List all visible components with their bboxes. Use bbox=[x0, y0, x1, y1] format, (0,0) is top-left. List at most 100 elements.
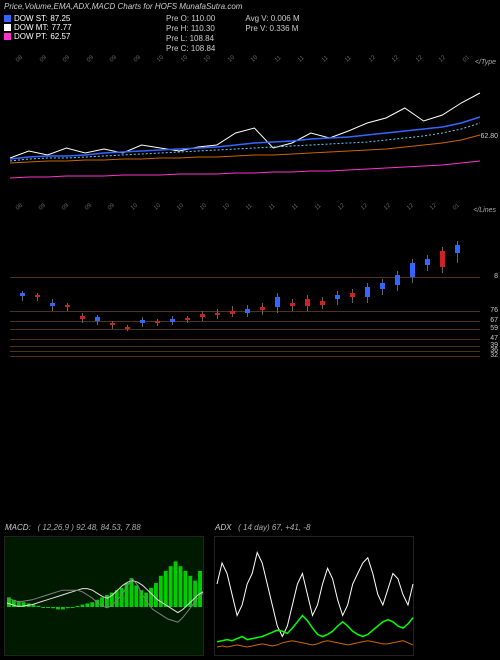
x-tick: 11 bbox=[291, 203, 300, 212]
legend-dow-pt: DOW PT: 62.57 bbox=[4, 32, 154, 41]
x-tick: 12 bbox=[383, 203, 392, 212]
info-columns: Pre O: 110.00Pre H: 110.30Pre L: 108.84P… bbox=[166, 14, 300, 54]
legend-dow-mt: DOW MT: 77.77 bbox=[4, 23, 154, 32]
legend-value: 62.57 bbox=[50, 32, 70, 41]
y-label: 8 bbox=[494, 273, 498, 280]
legend-label: DOW ST: bbox=[14, 14, 47, 23]
adx-title: ADX ( 14 day) 67, +41, -8 bbox=[215, 523, 310, 532]
info-row: Pre V: 0.336 M bbox=[245, 24, 299, 34]
candle-body bbox=[20, 293, 25, 296]
macd-svg bbox=[5, 537, 205, 657]
candle-body bbox=[275, 297, 280, 307]
x-tick: 09 bbox=[107, 203, 116, 212]
x-tick: 12 bbox=[360, 203, 369, 212]
y-label: 76 bbox=[490, 307, 498, 314]
x-tick: 12 bbox=[337, 203, 346, 212]
info-row: Pre O: 110.00 bbox=[166, 14, 215, 24]
candle-body bbox=[320, 301, 325, 305]
x-tick: 09 bbox=[86, 55, 95, 64]
x-tick: 09 bbox=[61, 203, 70, 212]
x-tick: 10 bbox=[199, 203, 208, 212]
x-tick: 11 bbox=[274, 55, 283, 64]
x-tick: 11 bbox=[245, 203, 254, 212]
x-tick: 12 bbox=[429, 203, 438, 212]
legend-swatch bbox=[4, 33, 11, 40]
candle-body bbox=[80, 316, 85, 319]
x-tick: 10 bbox=[180, 55, 189, 64]
x-tick: 10 bbox=[222, 203, 231, 212]
x-tick: 08 bbox=[15, 203, 24, 212]
legend-value: 77.77 bbox=[52, 23, 72, 32]
x-tick: 12 bbox=[391, 55, 400, 64]
candle-body bbox=[50, 303, 55, 306]
x-tick: 01 bbox=[462, 55, 471, 64]
candle-body bbox=[305, 299, 310, 306]
candle-body bbox=[350, 293, 355, 297]
candle-body bbox=[365, 287, 370, 297]
gridline bbox=[10, 277, 480, 278]
candle-body bbox=[245, 309, 250, 313]
x-tick: 08 bbox=[15, 55, 24, 64]
chart-title: Price,Volume,EMA,ADX,MACD Charts for HOF… bbox=[0, 0, 500, 13]
x-tick: 09 bbox=[109, 55, 118, 64]
info-row: Pre C: 108.84 bbox=[166, 44, 215, 54]
candle-body bbox=[335, 295, 340, 299]
ema-lines-svg bbox=[0, 73, 500, 203]
candle-body bbox=[65, 305, 70, 307]
y-label: 59 bbox=[490, 325, 498, 332]
axis-title-type: </Type bbox=[475, 59, 496, 66]
candle-body bbox=[35, 295, 40, 297]
gridline bbox=[10, 346, 480, 347]
info-row: Pre L: 108.84 bbox=[166, 34, 215, 44]
candle-body bbox=[425, 259, 430, 265]
y-label: 67 bbox=[490, 317, 498, 324]
legend-swatch bbox=[4, 24, 11, 31]
macd-title: MACD: ( 12,26,9 ) 92.48, 84.53, 7.88 bbox=[5, 523, 141, 532]
candle-body bbox=[125, 327, 130, 329]
y-label: 47 bbox=[490, 335, 498, 342]
gridline bbox=[10, 356, 480, 357]
candle-body bbox=[95, 317, 100, 321]
adx-panel: ADX ( 14 day) 67, +41, -8 bbox=[214, 536, 414, 656]
x-tick: 10 bbox=[203, 55, 212, 64]
x-tick: 11 bbox=[268, 203, 277, 212]
candle-body bbox=[380, 283, 385, 289]
legend-row: DOW ST: 87.25 DOW MT: 77.77 DOW PT: 62.5… bbox=[0, 13, 500, 55]
gridline bbox=[10, 321, 480, 322]
candle-body bbox=[290, 303, 295, 306]
x-tick: 11 bbox=[314, 203, 323, 212]
candle-chart: </Lines 87667594739363208090909091010101… bbox=[0, 221, 500, 391]
gridline bbox=[10, 329, 480, 330]
axis-title-lines: </Lines bbox=[473, 207, 496, 214]
adx-svg bbox=[215, 537, 415, 657]
candle-body bbox=[140, 320, 145, 323]
x-tick: 11 bbox=[344, 55, 353, 64]
x-tick: 12 bbox=[438, 55, 447, 64]
x-tick: 11 bbox=[297, 55, 306, 64]
x-tick: 10 bbox=[130, 203, 139, 212]
candle-body bbox=[185, 318, 190, 320]
x-tick: 10 bbox=[156, 55, 165, 64]
x-tick: 10 bbox=[227, 55, 236, 64]
candle-body bbox=[440, 251, 445, 267]
info-row: Pre H: 110.30 bbox=[166, 24, 215, 34]
candle-body bbox=[395, 275, 400, 285]
x-tick: 12 bbox=[406, 203, 415, 212]
y-label: 32 bbox=[490, 352, 498, 359]
x-tick: 10 bbox=[153, 203, 162, 212]
x-tick: 09 bbox=[62, 55, 71, 64]
x-tick: 12 bbox=[415, 55, 424, 64]
gridline bbox=[10, 339, 480, 340]
candle-body bbox=[455, 245, 460, 253]
legend-label: DOW MT: bbox=[14, 23, 49, 32]
ema-chart: </Type 62.80 080909090909101010101011111… bbox=[0, 73, 500, 203]
legend-swatch bbox=[4, 15, 11, 22]
gridline bbox=[10, 351, 480, 352]
candle-body bbox=[155, 321, 160, 323]
candle-body bbox=[110, 323, 115, 325]
candle-body bbox=[260, 307, 265, 310]
x-tick: 10 bbox=[176, 203, 185, 212]
legend-value: 87.25 bbox=[50, 14, 70, 23]
candle-body bbox=[200, 314, 205, 317]
macd-panel: MACD: ( 12,26,9 ) 92.48, 84.53, 7.88 bbox=[4, 536, 204, 656]
